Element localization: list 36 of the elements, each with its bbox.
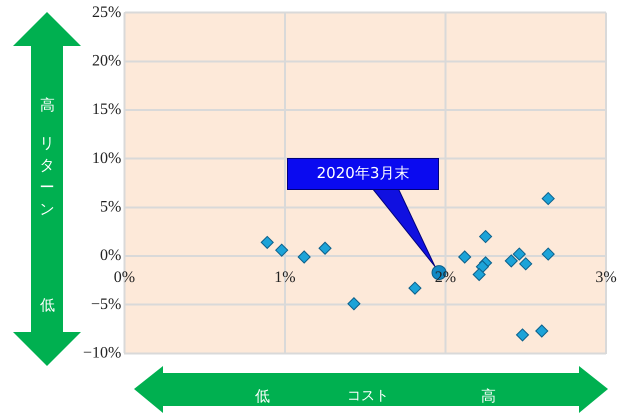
- text: 低: [255, 387, 270, 405]
- point: [347, 297, 360, 310]
- point: [260, 236, 274, 249]
- point: [472, 268, 486, 282]
- x-tick-label: 0%: [114, 269, 136, 286]
- annotation: 2020年3月末: [316, 164, 410, 182]
- y-tick-label: 15%: [92, 101, 122, 118]
- text: 低: [40, 296, 55, 314]
- point: [504, 254, 518, 268]
- text: 高: [481, 387, 496, 405]
- point: [519, 257, 532, 270]
- y-tick-label: 20%: [92, 52, 122, 70]
- y-tick-label: 10%: [92, 150, 122, 167]
- point: [458, 250, 472, 264]
- x-tick-label: 2%: [434, 269, 456, 286]
- point: [535, 324, 548, 338]
- y-tick-label: 25%: [92, 4, 122, 21]
- x-axis-title: コスト: [347, 388, 389, 404]
- text: 高: [40, 96, 55, 114]
- point: [542, 192, 555, 206]
- point: [275, 244, 288, 257]
- point: [408, 282, 422, 295]
- y-axis-title: リターン: [39, 133, 55, 220]
- x-tick-label: 1%: [274, 269, 296, 286]
- point: [318, 242, 332, 255]
- y-tick-label: 0%: [100, 247, 122, 264]
- y-tick-label: −5%: [90, 296, 122, 313]
- point: [512, 248, 526, 261]
- point: [476, 260, 489, 274]
- y-tick-label: 5%: [100, 198, 122, 216]
- x-tick-label: 3%: [595, 269, 617, 286]
- point: [479, 230, 492, 244]
- point: [298, 250, 311, 264]
- point: [516, 328, 530, 342]
- y-tick-label: −10%: [82, 344, 122, 362]
- point: [542, 248, 555, 261]
